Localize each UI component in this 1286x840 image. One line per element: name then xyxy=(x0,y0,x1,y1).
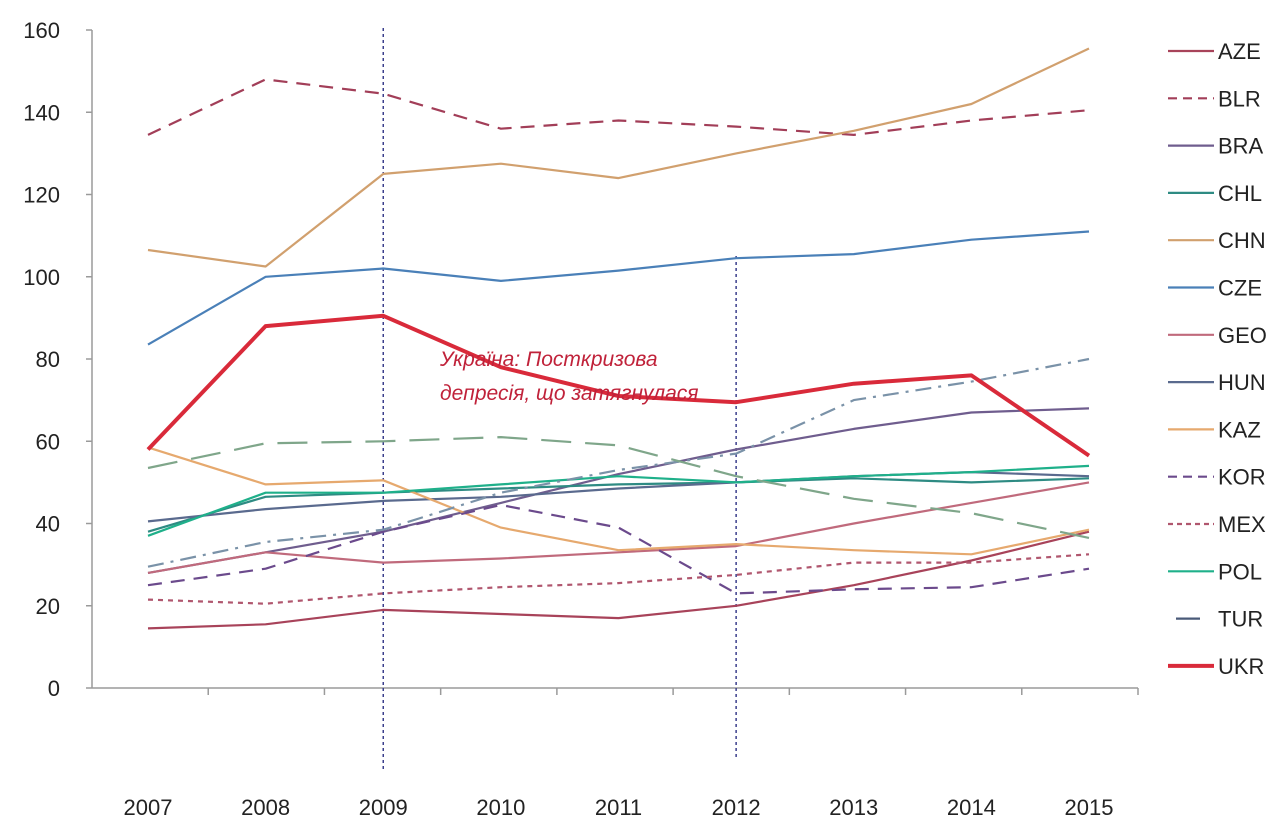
legend-item-chl: CHL xyxy=(1168,181,1262,206)
legend-item-cze: CZE xyxy=(1168,276,1262,301)
annotation-line-2: депресія, що затягнулася xyxy=(440,382,699,405)
legend-item-hun: HUN xyxy=(1168,370,1266,395)
legend-item-tur: TUR xyxy=(1176,607,1263,632)
legend-label: BRA xyxy=(1218,134,1264,159)
reference-lines xyxy=(382,28,737,772)
series-line-kaz xyxy=(147,446,1090,556)
legend-item-geo: GEO xyxy=(1168,323,1267,348)
series-line-ukr xyxy=(146,313,1091,458)
legend-item-mex: MEX xyxy=(1168,512,1266,537)
y-tick-label: 140 xyxy=(23,100,60,125)
legend-label: CZE xyxy=(1218,276,1262,301)
series-line-chn xyxy=(147,47,1090,268)
x-tick-label: 2008 xyxy=(241,795,290,820)
legend-label: BLR xyxy=(1218,86,1261,111)
series-line-pol xyxy=(147,464,1090,537)
legend-item-blr: BLR xyxy=(1168,86,1261,111)
y-tick-label: 0 xyxy=(48,676,60,701)
x-tick-label: 2012 xyxy=(712,795,761,820)
series-line-blr xyxy=(147,78,1090,136)
legend-label: UKR xyxy=(1218,654,1264,679)
legend-item-chn: CHN xyxy=(1168,228,1266,253)
axes-layer: 0 20 40 60 80 100 120 140 160 2007 2008 2009 2010 201… xyxy=(23,18,1139,820)
series-line-aze xyxy=(147,530,1090,630)
legend-label: KAZ xyxy=(1218,417,1261,442)
annotation-line-1: Україна: Посткризова xyxy=(439,348,658,371)
legend-item-aze: AZE xyxy=(1168,39,1261,64)
legend-label: GEO xyxy=(1218,323,1267,348)
y-tick-label: 60 xyxy=(36,429,60,454)
series-line-bra xyxy=(147,407,1090,574)
legend-label: MEX xyxy=(1218,512,1266,537)
legend-item-pol: POL xyxy=(1168,559,1262,584)
legend-item-ukr: UKR xyxy=(1168,654,1264,679)
legend-label: AZE xyxy=(1218,39,1261,64)
legend-label: KOR xyxy=(1218,465,1266,490)
legend-label: TUR xyxy=(1218,607,1263,632)
series-line-geo xyxy=(147,481,1090,574)
series-layer xyxy=(146,47,1091,630)
annotation: Україна: Посткризова депресія, що затягн… xyxy=(439,348,699,405)
legend-item-kor: KOR xyxy=(1168,465,1266,490)
y-tick-label: 120 xyxy=(23,183,60,208)
y-tick-label: 20 xyxy=(36,594,60,619)
series-line-kor xyxy=(147,503,1090,595)
series-line-cze xyxy=(147,230,1090,346)
x-tick-label: 2013 xyxy=(829,795,878,820)
y-tick-label: 40 xyxy=(36,512,60,537)
x-tick-label: 2010 xyxy=(476,795,525,820)
legend-label: CHN xyxy=(1218,228,1266,253)
y-tick-label: 100 xyxy=(23,265,60,290)
y-tick-label: 160 xyxy=(23,18,60,43)
x-tick-label: 2011 xyxy=(595,795,642,820)
legend: AZE BLR BRA CHL CHN CZE GEO HUN KAZ KOR MEX POL TUR U… xyxy=(1168,39,1267,679)
legend-label: CHL xyxy=(1218,181,1262,206)
legend-item-bra: BRA xyxy=(1168,134,1264,159)
x-tick-label: 2007 xyxy=(124,795,173,820)
legend-item-kaz: KAZ xyxy=(1168,417,1261,442)
series-line-mex xyxy=(147,553,1090,605)
legend-label: POL xyxy=(1218,559,1262,584)
y-tick-label: 80 xyxy=(36,347,60,372)
x-tick-label: 2014 xyxy=(947,795,996,820)
x-tick-label: 2009 xyxy=(359,795,408,820)
series-line-tur_long xyxy=(147,436,1090,539)
series-line-chl xyxy=(147,477,1090,533)
x-tick-label: 2015 xyxy=(1065,795,1114,820)
legend-label: HUN xyxy=(1218,370,1266,395)
